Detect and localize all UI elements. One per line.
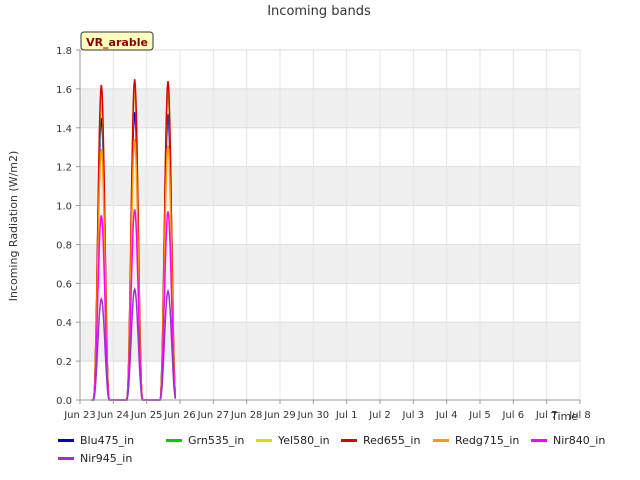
grid-lines xyxy=(79,49,581,401)
x-tick-label: Jun 27 xyxy=(197,410,230,421)
x-axis-label: Time xyxy=(550,410,578,423)
x-tick-label: Jun 26 xyxy=(163,410,196,421)
legend-item-nir840_in: Nir840_in xyxy=(531,434,605,447)
legend-label: Redg715_in xyxy=(455,434,520,447)
annotation-box: VR_arable xyxy=(80,31,154,51)
series-line-nir840_in xyxy=(91,209,177,401)
y-tick-label: 1.8 xyxy=(56,46,72,57)
grid-bands xyxy=(80,88,580,362)
series-layer xyxy=(91,79,177,401)
legend-label: Yel580_in xyxy=(278,434,330,447)
y-tick-label: 1.2 xyxy=(56,163,72,174)
x-tick-label: Jul 4 xyxy=(435,410,458,421)
legend-item-blu475_in: Blu475_in xyxy=(58,434,134,447)
y-tick-label: 1.4 xyxy=(56,124,72,135)
x-tick-label: Jul 3 xyxy=(402,410,425,421)
x-axis-ticks: Jun 23 Jun 24 Jun 25 Jun 26 Jun 27 Jun 28 Jun … xyxy=(63,400,591,421)
x-tick-label: Jun 25 xyxy=(130,410,163,421)
y-tick-label: 0.4 xyxy=(56,318,72,329)
grid-band xyxy=(80,244,580,284)
x-tick-label: Jun 28 xyxy=(230,410,263,421)
y-tick-label: 0.2 xyxy=(56,357,72,368)
x-tick-label: Jul 8 xyxy=(568,410,591,421)
y-tick-label: 1.6 xyxy=(56,85,72,96)
x-tick-label: Jun 29 xyxy=(263,410,296,421)
legend-swatch xyxy=(341,439,357,442)
legend-item-redg715_in: Redg715_in xyxy=(433,434,519,447)
legend-swatch xyxy=(58,439,74,442)
x-tick-label: Jun 24 xyxy=(97,410,130,421)
y-axis-ticks: 0.0 0.2 0.4 0.6 0.8 1.0 1.2 1.4 1.6 1.8 xyxy=(56,46,80,407)
legend-item-nir945_in: Nir945_in xyxy=(58,452,132,465)
series-line-red655_in xyxy=(91,79,177,401)
series-line-redg715_in xyxy=(91,139,177,401)
y-tick-label: 0.0 xyxy=(56,396,72,407)
grid-band xyxy=(80,166,580,206)
legend-label: Red655_in xyxy=(363,434,421,447)
x-tick-label: Jul 6 xyxy=(502,410,525,421)
legend-swatch xyxy=(166,439,182,442)
legend-item-grn535_in: Grn535_in xyxy=(166,434,244,447)
x-tick-label: Jun 23 xyxy=(63,410,96,421)
annotation-label: VR_arable xyxy=(86,36,148,49)
y-tick-label: 0.6 xyxy=(56,279,72,290)
chart-title: Incoming bands xyxy=(267,4,371,19)
legend-label: Grn535_in xyxy=(188,434,245,447)
legend-label: Blu475_in xyxy=(80,434,135,447)
legend-item-red655_in: Red655_in xyxy=(341,434,420,447)
grid-band xyxy=(80,88,580,128)
legend-swatch xyxy=(58,457,74,460)
legend-label: Nir945_in xyxy=(80,452,133,465)
x-tick-label: Jun 30 xyxy=(297,410,330,421)
y-axis-label: Incoming Radiation (W/m2) xyxy=(7,151,20,302)
legend-item-yel580_in: Yel580_in xyxy=(256,434,330,447)
series-line-nir945_in xyxy=(91,286,177,401)
legend-label: Nir840_in xyxy=(553,434,606,447)
grid-band xyxy=(80,322,580,362)
x-tick-label: Jul 7 xyxy=(535,410,558,421)
legend-swatch xyxy=(531,439,547,442)
x-tick-label: Jul 5 xyxy=(468,410,491,421)
x-tick-label: Jul 2 xyxy=(368,410,391,421)
legend-swatch xyxy=(433,439,449,442)
legend-swatch xyxy=(256,439,272,442)
y-tick-label: 1.0 xyxy=(56,202,72,213)
y-tick-label: 0.8 xyxy=(56,240,72,251)
x-tick-label: Jul 1 xyxy=(335,410,358,421)
